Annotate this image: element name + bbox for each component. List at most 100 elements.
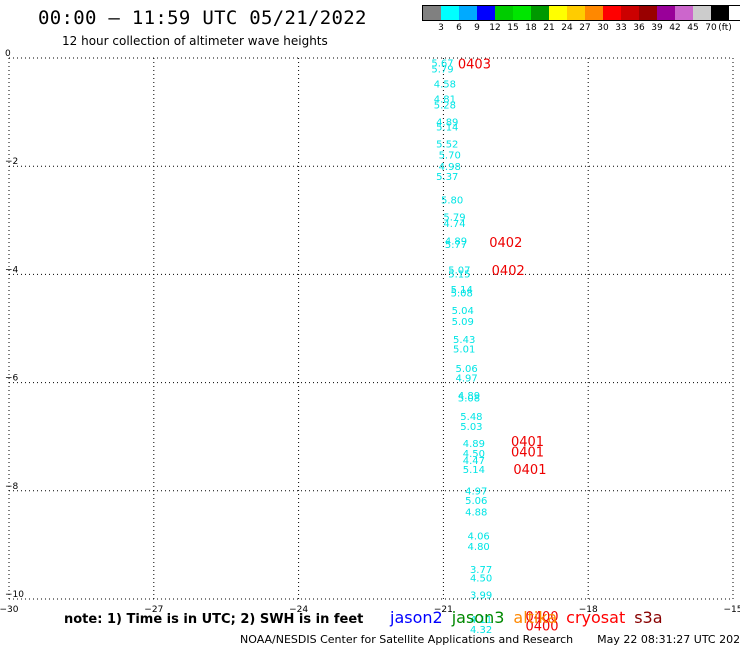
satellite-legend: jason2 jason3 altika cryosat s3a — [390, 608, 672, 627]
wave-height-point: 5.37 — [436, 172, 458, 183]
wave-height-point: 5.77 — [445, 240, 467, 251]
wave-height-point: 5.52 — [436, 139, 458, 150]
color-scale-label: 33 — [615, 23, 627, 33]
wave-height-point: 4.97 — [455, 374, 477, 385]
x-tick-label: −30 — [0, 605, 19, 615]
color-swatch — [621, 6, 639, 20]
color-swatch — [531, 6, 549, 20]
wave-height-point: 4.88 — [465, 507, 487, 518]
time-label: 0401 — [513, 463, 546, 478]
x-tick-label: −24 — [289, 605, 308, 615]
wave-height-point: 5.79 — [443, 213, 465, 224]
legend-cryosat: cryosat — [566, 608, 626, 627]
wave-height-point: 4.81 — [434, 95, 456, 106]
color-scale-labels: 3 6 9 12 15 18 21 24 27 30 33 36 39 42 45 70 (ft) — [422, 21, 740, 33]
wave-height-point: 5.15 — [448, 269, 470, 280]
color-swatch — [477, 6, 495, 20]
time-label: 0401 — [511, 435, 544, 450]
y-tick-label: −10 — [5, 590, 24, 600]
color-swatch — [423, 6, 441, 20]
legend-s3a: s3a — [634, 608, 663, 627]
wave-height-point: 5.08 — [458, 394, 480, 405]
time-label: 0400 — [525, 620, 558, 635]
wave-height-point: 4.98 — [439, 162, 461, 173]
time-label: 0401 — [511, 445, 544, 460]
color-swatch — [675, 6, 693, 20]
wave-height-point: 5.08 — [451, 288, 473, 299]
wave-height-point: 4.50 — [470, 573, 492, 584]
wave-height-point: 4.97 — [465, 486, 487, 497]
wave-height-point: 4.11 — [470, 615, 492, 626]
time-label: 0400 — [525, 610, 558, 625]
generated-timestamp: May 22 08:31:27 UTC 2022 — [597, 633, 740, 646]
wave-height-point: 5.48 — [460, 412, 482, 423]
wave-height-point: 4.89 — [436, 117, 458, 128]
wave-height-point: 4.06 — [468, 532, 490, 543]
wave-height-point: 5.28 — [434, 101, 456, 112]
time-label: 0403 — [458, 57, 491, 72]
color-swatch — [603, 6, 621, 20]
chart-subtitle: 12 hour collection of altimeter wave hei… — [62, 34, 328, 48]
wave-height-point: 3.99 — [470, 591, 492, 602]
legend-jason3: jason3 — [451, 608, 505, 627]
color-scale-label: 45 — [687, 23, 699, 33]
color-swatch — [657, 6, 675, 20]
wave-height-point: 5.79 — [431, 64, 453, 75]
wave-height-point: 4.32 — [470, 625, 492, 636]
wave-height-point: 5.67 — [431, 58, 453, 69]
wave-height-point: 4.89 — [445, 236, 467, 247]
y-tick-label: −4 — [5, 265, 19, 275]
x-tick-label: −15 — [724, 605, 740, 615]
x-tick-label: −21 — [434, 605, 453, 615]
wave-height-point: 5.14 — [451, 285, 473, 296]
wave-height-point: 4.47 — [463, 456, 485, 467]
units-note: note: 1) Time is in UTC; 2) SWH is in fe… — [64, 612, 364, 627]
wave-height-point: 5.43 — [453, 335, 475, 346]
wave-height-point: 4.50 — [463, 449, 485, 460]
color-swatch — [513, 6, 531, 20]
footer-credit: NOAA/NESDIS Center for Satellite Applica… — [240, 633, 740, 646]
color-scale-label: 39 — [651, 23, 663, 33]
wave-height-point: 5.14 — [436, 123, 458, 134]
color-scale-label: 30 — [597, 23, 609, 33]
color-swatch — [495, 6, 513, 20]
wave-height-point: 5.04 — [452, 306, 474, 317]
wave-height-point: 5.14 — [463, 465, 485, 476]
color-scale-unit: (ft) — [718, 23, 732, 33]
color-scale-bar — [422, 5, 740, 21]
wave-height-point: 4.80 — [468, 542, 490, 553]
x-tick-label: −18 — [579, 605, 598, 615]
color-scale-label: 24 — [561, 23, 573, 33]
wave-height-point: 5.01 — [453, 345, 475, 356]
color-scale-label: 21 — [543, 23, 555, 33]
wave-height-point: 5.06 — [465, 496, 487, 507]
wave-height-point: 5.06 — [455, 364, 477, 375]
color-swatch — [639, 6, 657, 20]
wave-height-point: 5.03 — [460, 422, 482, 433]
color-swatch — [693, 6, 711, 20]
color-swatch — [567, 6, 585, 20]
color-scale-label: 27 — [579, 23, 591, 33]
wave-height-point: 5.80 — [441, 196, 463, 207]
color-swatch — [441, 6, 459, 20]
time-label: 0402 — [492, 264, 525, 279]
color-scale-label: 70 — [705, 23, 717, 33]
color-swatch — [549, 6, 567, 20]
y-tick-label: −6 — [5, 374, 19, 384]
legend-altika: altika — [513, 608, 558, 627]
wave-height-point: 5.07 — [448, 266, 470, 277]
wave-height-color-scale: 3 6 9 12 15 18 21 24 27 30 33 36 39 42 45 70 (ft) — [422, 5, 740, 33]
wave-height-point: 4.89 — [463, 439, 485, 450]
x-tick-label: −27 — [144, 605, 163, 615]
wave-height-point: 5.70 — [439, 150, 461, 161]
color-scale-label: 15 — [507, 23, 519, 33]
color-scale-label: 12 — [489, 23, 501, 33]
legend-jason2: jason2 — [390, 608, 443, 627]
color-scale-label: 36 — [633, 23, 645, 33]
wave-height-point: 3.77 — [470, 565, 492, 576]
wave-height-point: 4.74 — [443, 219, 465, 230]
color-scale-label: 42 — [669, 23, 681, 33]
color-scale-label: 6 — [456, 23, 462, 33]
wave-height-point: 4.58 — [434, 79, 456, 90]
